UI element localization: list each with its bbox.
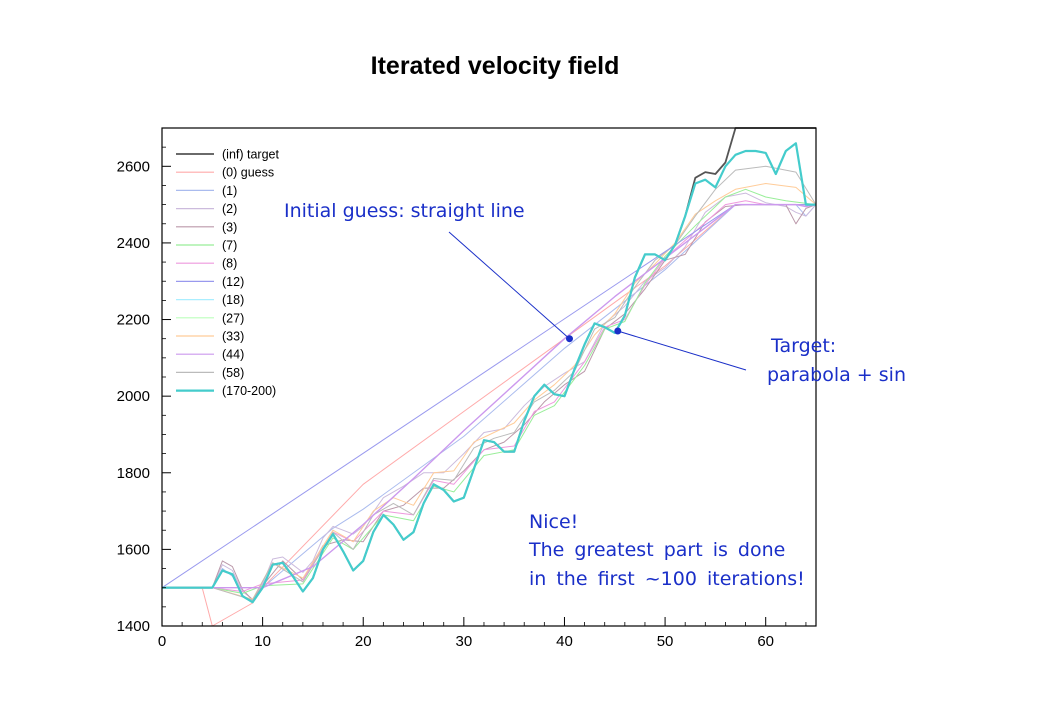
series-line-10 [162,203,817,589]
legend-label-5: (7) [222,239,237,253]
annotation-marker-1 [614,327,622,335]
annotation-target-line2: parabola + sin [767,364,906,386]
x-tick-label: 20 [355,633,372,650]
legend-label-9: (27) [222,311,244,325]
series-line-5 [162,200,816,592]
y-tick-label: 2200 [117,312,150,329]
annotation-nice-line3: in the first ~100 iterations! [529,568,805,590]
legend-label-12: (58) [222,366,244,380]
y-tick-label: 1400 [117,618,150,635]
annotation-initial-guess: Initial guess: straight line [284,200,525,222]
x-tick-label: 0 [158,633,166,650]
y-tick-label: 2400 [117,235,150,252]
legend-label-7: (12) [222,275,244,289]
legend: (inf) target (0) guess (1) (2) (3) (7) (8) (12)… [176,148,279,398]
series-line-6 [162,188,817,594]
series-layer [161,127,817,627]
page-title: Iterated velocity field [370,52,620,80]
legend-label-6: (8) [222,257,237,271]
annotations: Initial guess: straight line Target: par… [284,200,906,590]
x-tick-label: 50 [657,633,674,650]
annotation-pointer-initial [448,231,570,340]
y-tick-label: 1600 [117,541,150,558]
x-tick-label: 10 [254,633,271,650]
legend-label-2: (1) [222,184,237,198]
annotation-pointer-target [617,330,747,371]
x-tick-label: 60 [757,633,774,650]
axes-layer: 0 10 20 30 40 50 60 1400 1600 1800 2000 2200 2400 260… [117,127,817,650]
legend-label-3: (2) [222,202,237,216]
y-tick-label: 2600 [117,158,150,175]
x-tick-label: 30 [456,633,473,650]
annotation-nice-line1: Nice! [529,511,578,533]
y-tick-label: 1800 [117,465,150,482]
x-tick-label: 40 [556,633,573,650]
y-tick-label: 2000 [117,388,150,405]
annotation-nice-line2: The greatest part is done [528,539,785,561]
series-line-11 [162,142,816,604]
legend-label-13: (170-200) [222,384,276,398]
legend-label-1: (0) guess [222,166,274,180]
series-line-7 [162,183,817,600]
annotation-target-line1: Target: [770,335,836,357]
legend-label-4: (3) [222,220,237,234]
legend-label-11: (44) [222,348,244,362]
annotation-marker-0 [565,335,573,343]
legend-label-10: (33) [222,330,244,344]
legend-label-0: (inf) target [222,148,279,162]
legend-label-8: (18) [222,293,244,307]
series-line-3 [162,192,817,600]
